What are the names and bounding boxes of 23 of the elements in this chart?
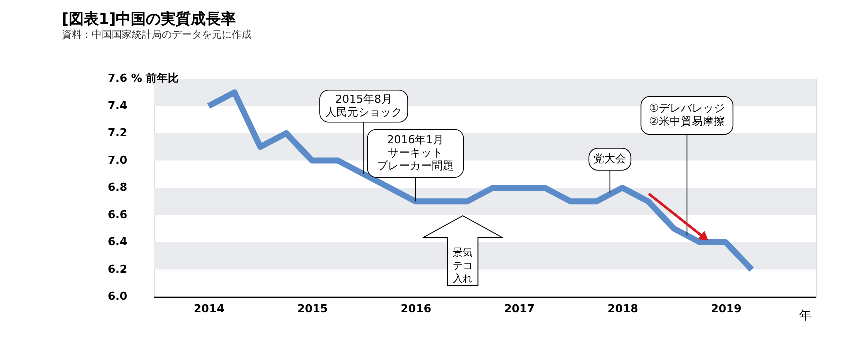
y-tick-label: 7.2 — [108, 126, 128, 140]
y-tick-label: 6.8 — [108, 181, 128, 194]
y-tick-label: 7.0 — [108, 154, 128, 167]
x-tick-label: 2016 — [400, 302, 432, 316]
x-tick-label: 2019 — [711, 302, 742, 316]
annotation: ①デレバレッジ②米中貿易摩擦 — [649, 102, 726, 128]
y-tick-label: 6.2 — [108, 262, 128, 276]
chart-subtitle: 資料：中国国家統計局のデータを元に作成 — [62, 29, 252, 41]
y-tick-label: 6.4 — [108, 236, 128, 248]
x-tick-label: 2017 — [504, 302, 535, 316]
y-tick-label: 6.6 — [108, 208, 128, 222]
x-tick-label: 2014 — [194, 302, 225, 316]
annotation: 2015年8月人民元ショック — [325, 92, 402, 119]
x-tick-label: 2018 — [608, 302, 638, 316]
y-tick-label: 7.6 % 前年比 — [108, 72, 180, 85]
y-tick-label: 6.0 — [108, 290, 128, 303]
x-tick-label: 2015 — [297, 302, 328, 316]
y-tick-label: 7.4 — [108, 99, 128, 112]
annotation: 景気テコ入れ — [453, 247, 473, 285]
chart-title: [図表1]中国の実質成長率 — [62, 10, 236, 28]
x-axis-title: 年 — [800, 308, 812, 322]
annotation: 党大会 — [594, 152, 627, 166]
annotation: 2016年1月サーキットブレーカー問題 — [377, 134, 454, 173]
